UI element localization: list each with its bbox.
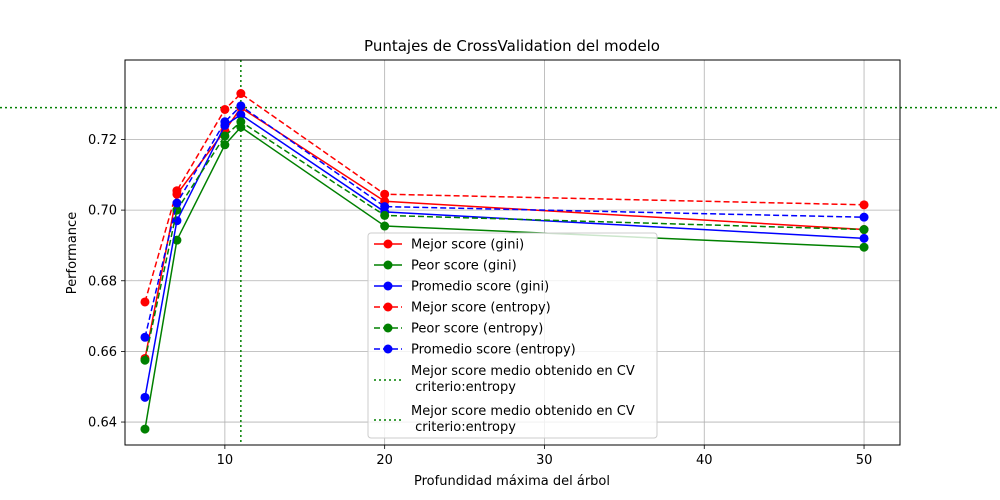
data-point	[220, 140, 230, 150]
legend-label: Mejor score medio obtenido en CV criteri…	[411, 364, 635, 395]
data-point	[172, 198, 182, 208]
data-point	[380, 202, 390, 212]
legend-box	[367, 232, 658, 439]
chart-title: Puntajes de CrossValidation del modelo	[364, 37, 660, 55]
legend-marker	[383, 239, 393, 249]
x-tick-label: 40	[696, 453, 713, 468]
x-axis-label: Profundidad máxima del árbol	[414, 474, 610, 489]
data-point	[140, 297, 150, 307]
legend-label: Peor score (gini)	[411, 259, 517, 274]
data-point	[236, 89, 246, 99]
y-tick-label: 0.68	[88, 274, 117, 289]
y-tick-label: 0.70	[88, 204, 117, 219]
legend: Mejor score (gini) Peor score (gini) Prome…	[367, 232, 658, 439]
plot-frame	[124, 59, 901, 446]
legend-marker	[383, 260, 393, 270]
y-tick-label: 0.66	[88, 345, 117, 360]
data-point	[140, 355, 150, 365]
data-point	[140, 392, 150, 402]
series-line	[144, 104, 865, 338]
y-axis-label: Performance	[65, 212, 80, 294]
series-4	[140, 89, 869, 307]
series-6	[140, 101, 869, 342]
data-point	[380, 210, 390, 220]
data-point	[859, 233, 869, 243]
data-point	[172, 235, 182, 245]
data-point	[220, 131, 230, 141]
legend-label: Promedio score (entropy)	[411, 343, 576, 358]
data-point	[236, 110, 246, 120]
legend-label: Promedio score (gini)	[411, 280, 549, 295]
x-tick-label: 10	[217, 453, 234, 468]
data-point	[172, 186, 182, 196]
series-line	[144, 113, 865, 398]
legend-label: Mejor score (gini)	[411, 238, 524, 253]
series-line	[144, 126, 865, 430]
legend-marker	[383, 344, 393, 354]
legend-label: Mejor score medio obtenido en CV criteri…	[411, 404, 635, 435]
x-tick-label: 20	[376, 453, 393, 468]
x-tick-label: 50	[856, 453, 873, 468]
data-point	[859, 200, 869, 210]
series-5	[140, 117, 869, 365]
data-point	[380, 221, 390, 231]
data-point	[220, 117, 230, 127]
legend-label: Peor score (entropy)	[411, 322, 543, 337]
data-point	[859, 242, 869, 252]
legend-marker	[383, 302, 393, 312]
series-line	[144, 92, 865, 303]
data-point	[859, 212, 869, 222]
series-line	[144, 120, 865, 361]
data-point	[140, 332, 150, 342]
legend-label: Mejor score (entropy)	[411, 301, 551, 316]
x-tick-label: 30	[536, 453, 553, 468]
data-point	[236, 101, 246, 111]
legend-marker	[383, 323, 393, 333]
y-tick-label: 0.72	[88, 133, 117, 148]
data-point	[859, 225, 869, 235]
data-point	[220, 104, 230, 114]
data-point	[140, 424, 150, 434]
legend-marker	[383, 281, 393, 291]
data-point	[380, 189, 390, 199]
data-point	[236, 117, 246, 127]
y-tick-label: 0.64	[88, 416, 117, 431]
